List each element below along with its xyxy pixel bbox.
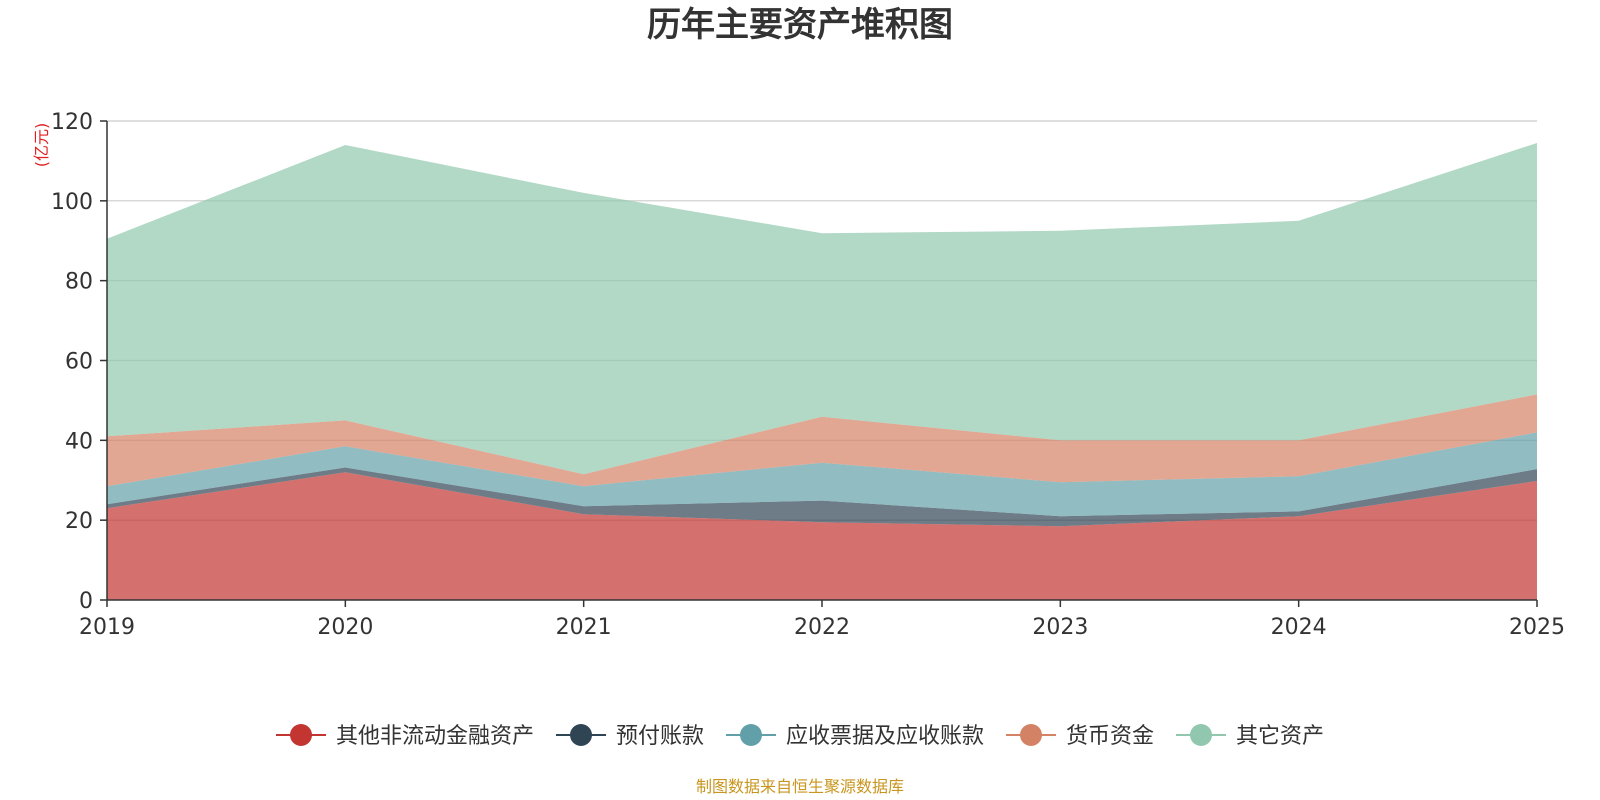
legend-item-0[interactable]: 其他非流动金融资产	[276, 724, 534, 749]
x-tick-label-2025: 2025	[1509, 615, 1565, 640]
area-series-3	[107, 394, 1537, 487]
legend-item-2[interactable]: 应收票据及应收账款	[726, 724, 984, 749]
x-tick-label-2019: 2019	[79, 615, 135, 640]
y-tick-label-20: 20	[65, 509, 93, 534]
area-series-group	[107, 143, 1537, 600]
y-tick-label-0: 0	[79, 589, 93, 614]
legend-item-3[interactable]: 货币资金	[1006, 724, 1154, 749]
legend-label-4: 其它资产	[1236, 724, 1324, 749]
area-series-0	[107, 472, 1537, 600]
legend-item-4[interactable]: 其它资产	[1176, 724, 1324, 749]
y-tick-label-60: 60	[65, 350, 93, 375]
axes: 0 20 40 60 80 100 120 2019 2020 2021 2022 2023 2024 2…	[51, 110, 1565, 640]
y-tick-label-40: 40	[65, 429, 93, 454]
x-tick-label-2024: 2024	[1271, 615, 1327, 640]
area-series-2	[107, 432, 1537, 517]
legend-marker-4	[1190, 724, 1212, 746]
legend[interactable]: 其他非流动金融资产 预付账款 应收票据及应收账款 货币资金 其它资产	[276, 724, 1324, 749]
y-tick-label-80: 80	[65, 270, 93, 295]
y-tick-label-100: 100	[51, 190, 93, 215]
legend-label-2: 应收票据及应收账款	[786, 724, 984, 749]
area-series-4	[107, 143, 1537, 475]
x-tick-label-2022: 2022	[794, 615, 850, 640]
y-axis-unit-label: (亿元)	[32, 123, 51, 168]
area-series-1	[107, 467, 1537, 527]
legend-label-3: 货币资金	[1066, 724, 1154, 749]
legend-marker-2	[740, 724, 762, 746]
legend-marker-0	[290, 724, 312, 746]
x-tick-label-2020: 2020	[317, 615, 373, 640]
y-tick-label-120: 120	[51, 110, 93, 135]
legend-marker-3	[1020, 724, 1042, 746]
legend-label-0: 其他非流动金融资产	[336, 724, 534, 749]
legend-item-1[interactable]: 预付账款	[556, 724, 704, 749]
chart-title: 历年主要资产堆积图	[647, 5, 953, 45]
legend-marker-1	[570, 724, 592, 746]
data-source-note: 制图数据来自恒生聚源数据库	[696, 777, 904, 796]
legend-label-1: 预付账款	[616, 724, 704, 749]
x-tick-label-2023: 2023	[1032, 615, 1088, 640]
x-tick-label-2021: 2021	[556, 615, 612, 640]
